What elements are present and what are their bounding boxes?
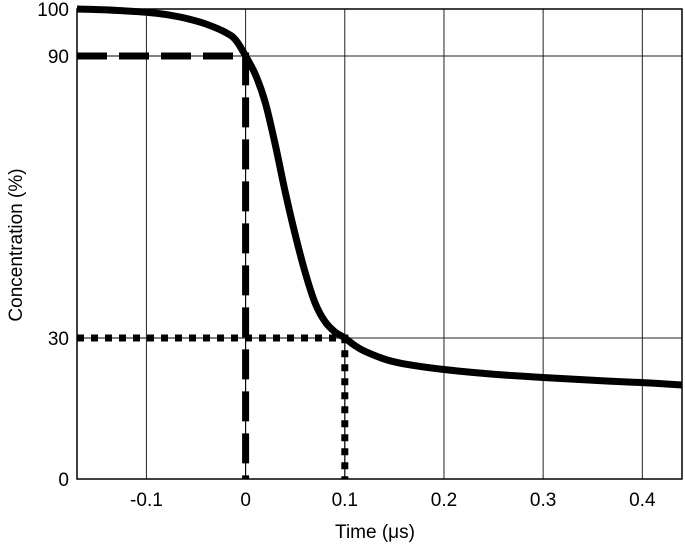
y-axis-label: Concentration (%) [6,168,27,321]
x-tick-label: 0.4 [629,490,656,511]
y-tick-label: 90 [48,47,69,68]
plot-frame [76,8,683,480]
90-percent-line [77,52,250,479]
y-tick-labels: 0 30 90 100 [37,0,69,491]
y-tick-label: 0 [58,470,69,491]
y-tick-label: 100 [37,0,69,21]
30-percent-line [77,334,349,479]
x-tick-label: 0.2 [431,490,457,511]
axes-layer [76,8,683,480]
x-tick-label: 0.3 [530,490,556,511]
x-tick-labels: -0.1 0 0.1 0.2 0.3 0.4 [130,490,656,511]
series-layer [76,5,683,389]
grid-layer [77,8,682,480]
90-percent-line-thin [77,55,247,479]
30-percent-line-thin [77,337,346,479]
x-tick-label: -0.1 [130,490,163,511]
y-tick-label: 30 [48,329,69,350]
x-tick-label: 0 [240,490,251,511]
x-axis-label: Time (μs) [335,522,415,543]
x-tick-label: 0.1 [332,490,358,511]
concentration-curve [76,5,683,389]
